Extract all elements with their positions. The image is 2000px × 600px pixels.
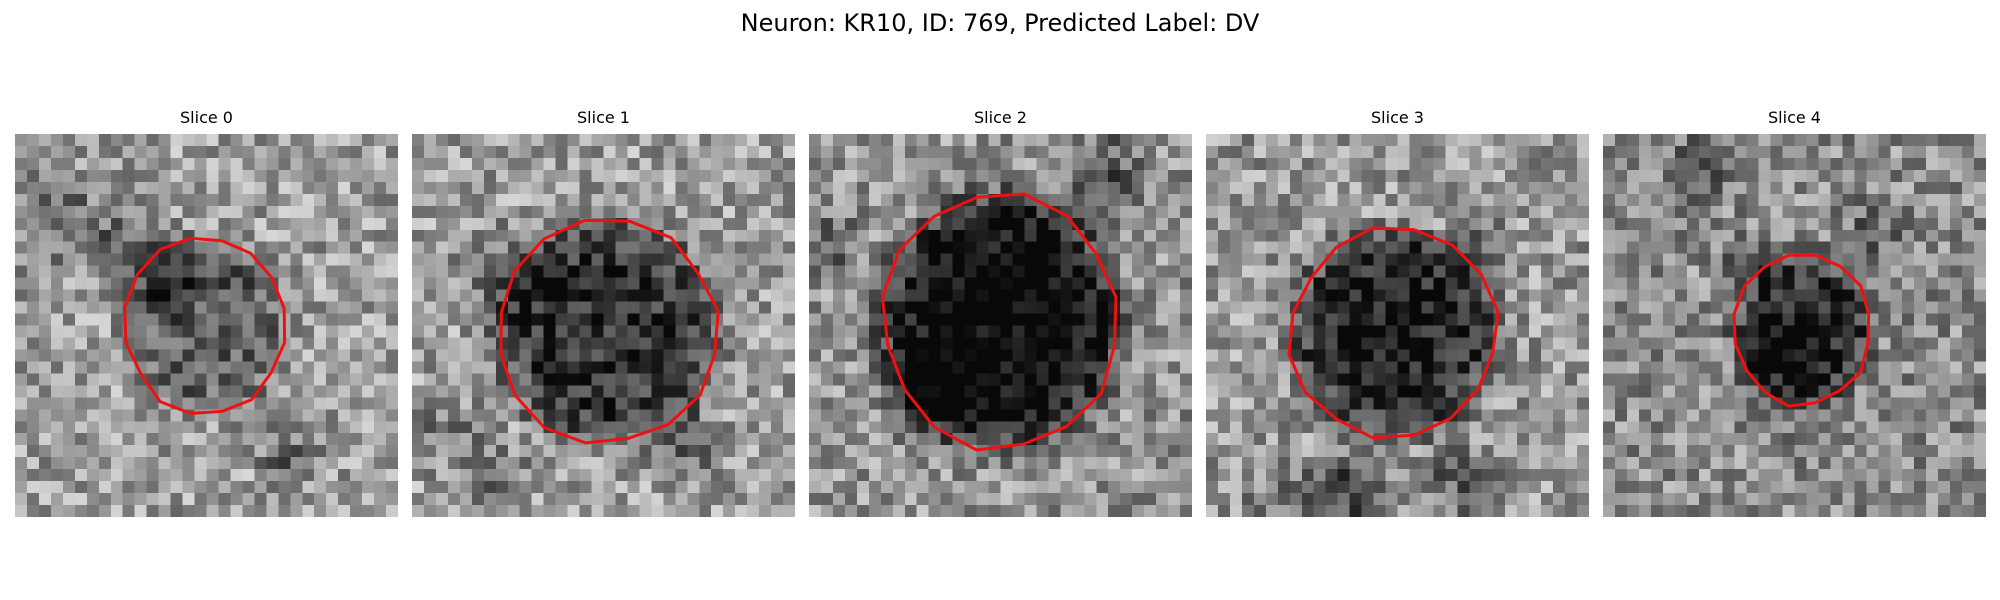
roi-contour-1	[499, 218, 720, 445]
figure-title: Neuron: KR10, ID: 769, Predicted Label: …	[740, 9, 1260, 37]
slice-title-4: Slice 4	[1768, 108, 1821, 127]
roi-contour-2	[880, 192, 1118, 452]
slice-title-0: Slice 0	[180, 108, 233, 127]
slice-panel-0: Slice 0	[15, 108, 398, 517]
slice-image-2	[809, 134, 1192, 517]
roi-contour-4	[1732, 253, 1871, 408]
slice-panel-1: Slice 1	[412, 108, 795, 517]
slice-panel-3: Slice 3	[1206, 108, 1589, 517]
slice-title-1: Slice 1	[577, 108, 630, 127]
roi-contour-3	[1287, 226, 1500, 440]
slice-svg-4	[1603, 134, 1986, 517]
slice-image-3	[1206, 134, 1589, 517]
slice-svg-2	[809, 134, 1192, 517]
slice-image-0	[15, 134, 398, 517]
slice-title-2: Slice 2	[974, 108, 1027, 127]
roi-contour-0	[123, 236, 287, 415]
slice-image-4	[1603, 134, 1986, 517]
slice-panel-2: Slice 2	[809, 108, 1192, 517]
slice-panel-4: Slice 4	[1603, 108, 1986, 517]
slice-svg-3	[1206, 134, 1589, 517]
slice-image-1	[412, 134, 795, 517]
slice-title-3: Slice 3	[1371, 108, 1424, 127]
slice-svg-1	[412, 134, 795, 517]
slice-svg-0	[15, 134, 398, 517]
